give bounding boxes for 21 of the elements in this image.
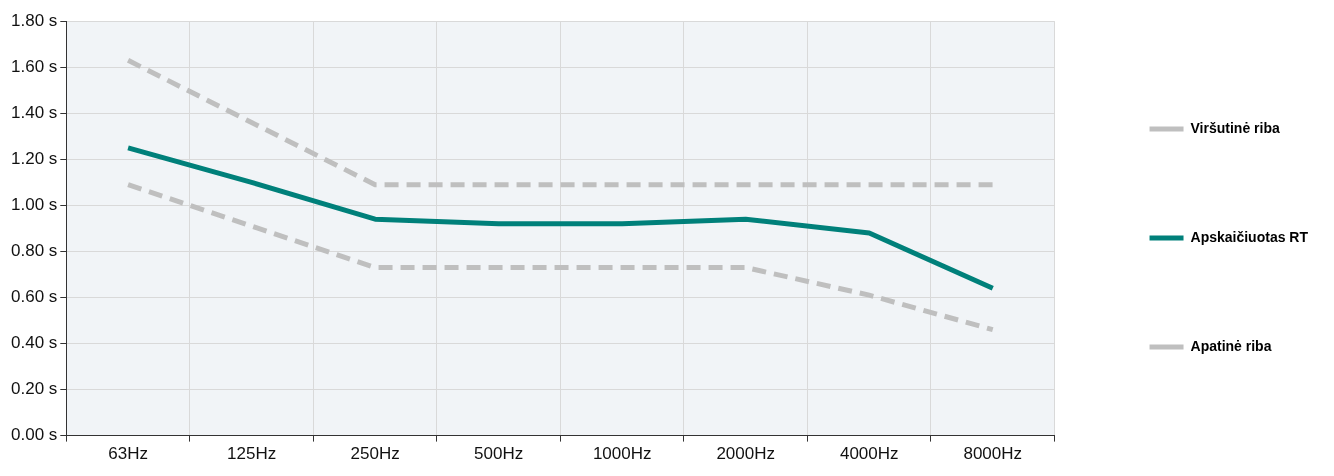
x-tick-label: 250Hz <box>350 444 400 464</box>
y-tick-label: 1.20 s <box>11 149 58 169</box>
legend-label: Apatinė riba <box>1190 337 1272 354</box>
y-tick-label: 0.80 s <box>11 241 58 261</box>
x-tick-label: 500Hz <box>474 444 524 464</box>
x-tick-label: 8000Hz <box>963 444 1023 464</box>
x-tick-label: 125Hz <box>227 444 277 464</box>
y-tick-label: 1.00 s <box>11 195 58 215</box>
y-tick-label: 0.20 s <box>11 379 58 399</box>
x-tick-label: 63Hz <box>108 444 148 464</box>
y-tick-label: 1.80 s <box>11 10 58 30</box>
y-tick-label: 0.00 s <box>11 425 58 445</box>
y-tick-label: 1.40 s <box>11 102 58 122</box>
x-tick-label: 1000Hz <box>592 444 652 464</box>
legend-label: Viršutinė riba <box>1190 119 1280 136</box>
x-tick-label: 4000Hz <box>839 444 899 464</box>
y-tick-label: 0.40 s <box>11 333 58 353</box>
x-tick-label: 2000Hz <box>716 444 776 464</box>
legend-label: Apskaičiuotas RT <box>1190 228 1309 245</box>
y-tick-label: 1.60 s <box>11 56 58 76</box>
y-tick-label: 0.60 s <box>11 287 58 307</box>
